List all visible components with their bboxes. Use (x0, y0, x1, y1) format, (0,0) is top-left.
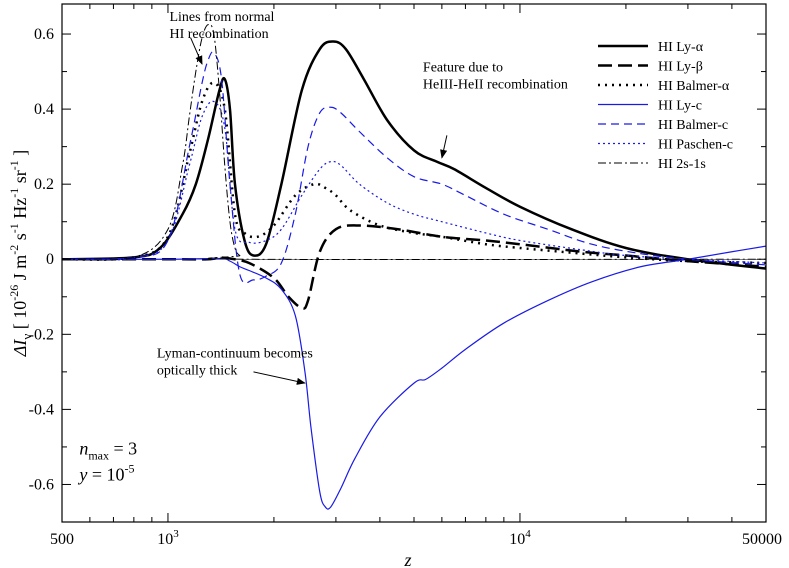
legend-label-0: HI Ly-α (658, 40, 704, 55)
param-label-1: y = 10-5 (77, 462, 134, 485)
series-line-5 (62, 100, 766, 264)
y-tick-label-2: -0.2 (29, 326, 54, 343)
annotation-arrow-heiii-heii (440, 135, 448, 159)
x-tick-label-2: 104 (509, 528, 531, 548)
series-line-6 (62, 23, 766, 261)
y-tick-label-5: 0.4 (34, 101, 54, 118)
x-tick-label-0: 500 (50, 531, 74, 548)
series-line-0 (62, 40, 766, 270)
legend-label-2: HI Balmer-α (658, 79, 730, 94)
series-line-2 (62, 81, 766, 265)
annotation-arrow-normal-recomb (190, 37, 203, 65)
annotation-layer: Lines from normal HI recombination Feature… (77, 10, 568, 485)
annotation-arrow-lyman-thick (253, 371, 306, 385)
x-tick-label-1: 103 (157, 528, 179, 548)
annotation-text-heiii-heii-0: Feature due to (423, 61, 503, 76)
series-layer (62, 23, 766, 510)
y-tick-label-3: 0 (46, 251, 54, 268)
series-line-1 (62, 224, 766, 310)
legend-label-1: HI Ly-β (658, 60, 703, 75)
axes: -0.6 -0.4 -0.2 0 0.2 0.4 0.6 500 103 104 50000 z ΔIν… (7, 3, 782, 568)
x-axis-title: z (403, 550, 411, 568)
legend-label-4: HI Balmer-c (658, 118, 728, 133)
y-tick-label-6: 0.6 (34, 26, 54, 43)
legend-label-3: HI Ly-c (658, 99, 702, 114)
param-label-0: nmax = 3 (79, 438, 137, 462)
annotation-text-normal-recomb-1: HI recombination (169, 27, 268, 42)
series-line-4 (62, 51, 766, 284)
series-line-3 (62, 245, 766, 510)
annotation-text-normal-recomb-0: Lines from normal (169, 10, 274, 25)
y-axis-title: ΔIν [ 10-26 J m-2 s-1 Hz-1 sr-1 ] (7, 150, 34, 357)
y-tick-label-1: -0.4 (29, 401, 54, 418)
annotation-text-lyman-thick-1: optically thick (157, 364, 237, 379)
annotation-text-heiii-heii-1: HeIII-HeII recombination (423, 78, 568, 93)
annotation-text-lyman-thick-0: Lyman-continuum becomes (157, 347, 313, 362)
y-tick-label-4: 0.2 (34, 176, 54, 193)
legend: HI Ly-α HI Ly-β HI Balmer-α HI Ly-c HI Balme… (598, 40, 733, 172)
x-tick-label-3: 50000 (742, 531, 782, 548)
y-tick-label-0: -0.6 (29, 476, 54, 493)
legend-label-5: HI Paschen-c (658, 138, 733, 153)
legend-label-6: HI 2s-1s (658, 157, 706, 172)
